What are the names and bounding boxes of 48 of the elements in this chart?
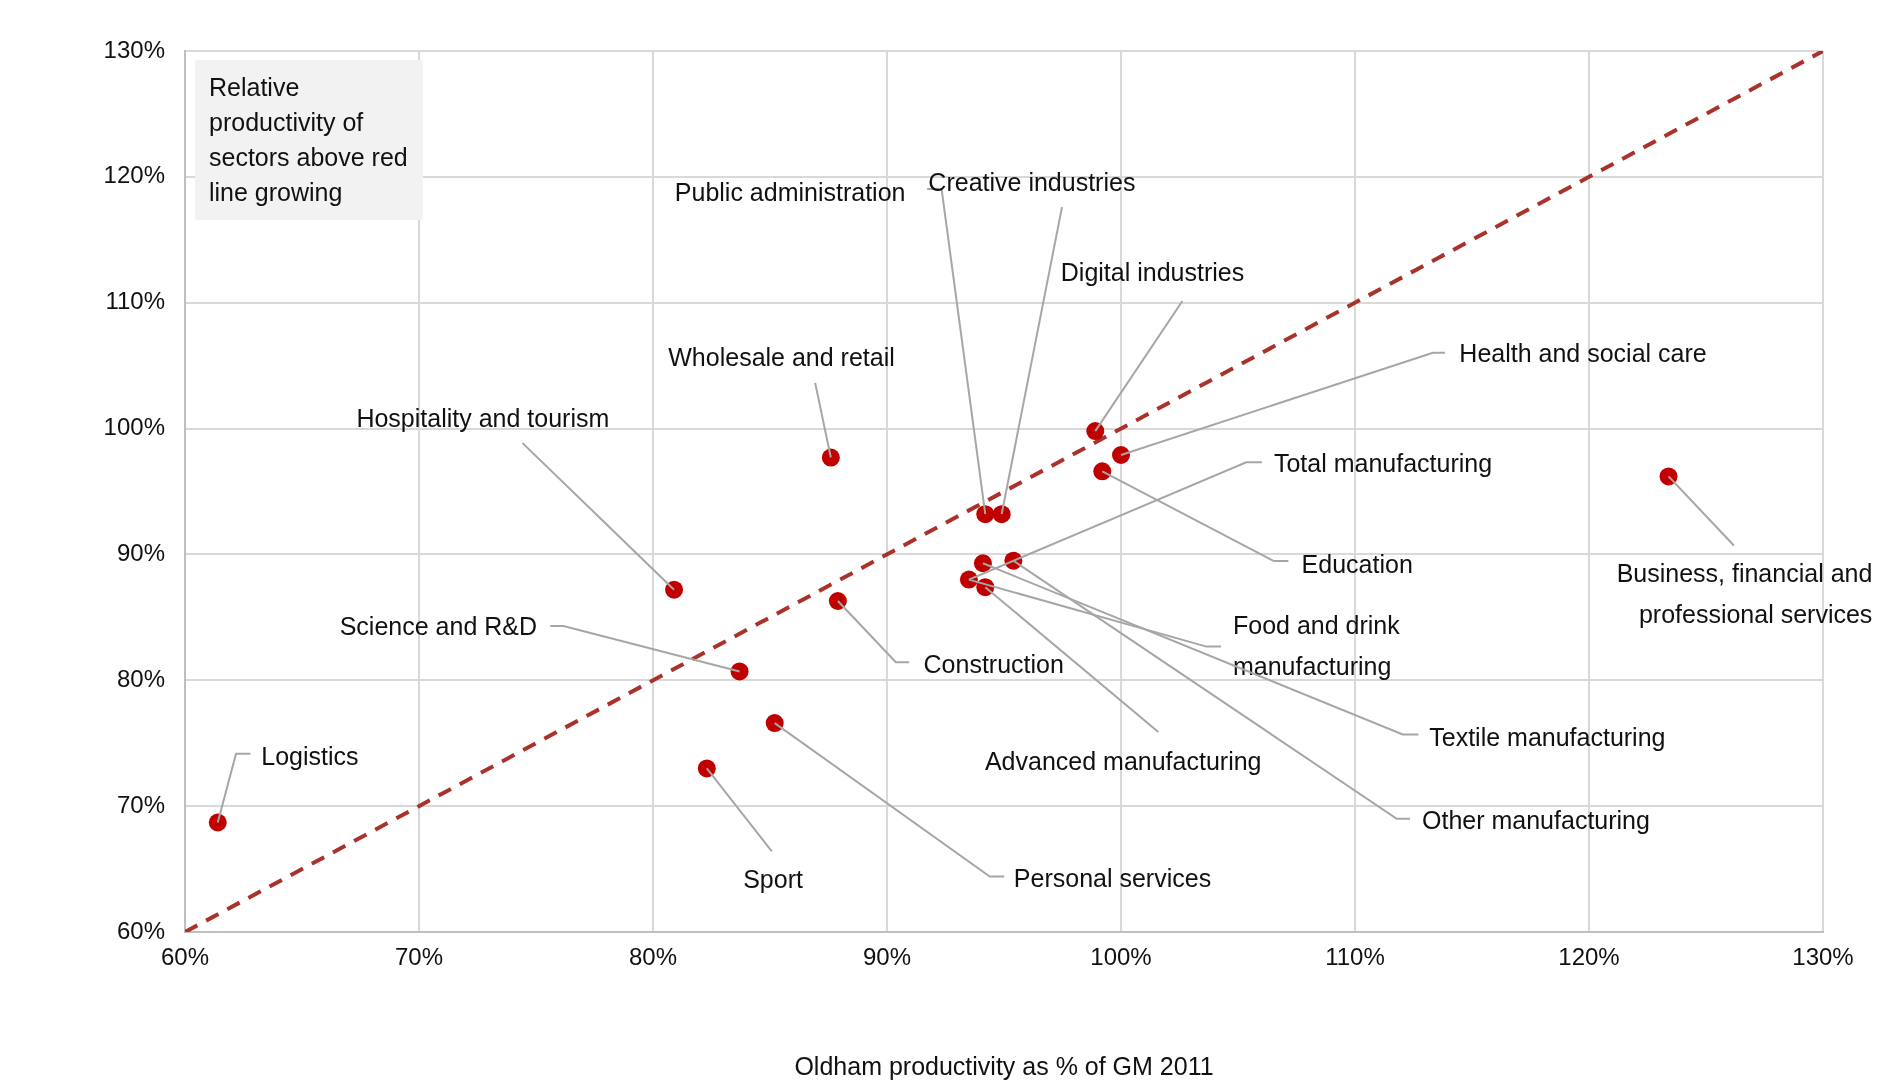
y-tick-label: 90% [116,539,165,567]
annotation: Education [1301,549,1413,578]
point [1086,422,1105,441]
point [973,554,992,573]
annotation: Construction [923,649,1064,678]
annotation: Public administration [674,177,906,206]
annotation: Textile manufacturing [1429,723,1666,752]
point [821,448,840,467]
point [1659,467,1678,486]
x-tick-label: 60% [160,943,210,971]
y-tick-label: 70% [116,790,165,818]
annotation: Food and drink manufacturing [1232,611,1401,681]
y-tick-label: 60% [116,916,165,944]
y-tick-label: 130% [103,35,165,63]
x-tick-label: 130% [1792,943,1854,971]
point [1112,446,1130,464]
annotation: Logistics [261,742,359,771]
annotation: Science and R&D [339,612,538,641]
x-tick-label: 100% [1090,943,1152,971]
annotation: Creative industries [928,168,1136,197]
annotation: Advanced manufacturing [984,747,1262,776]
annotation: Other manufacturing [1422,806,1650,835]
point [992,505,1011,524]
point [665,580,684,599]
annotation: Personal services [1013,864,1212,893]
point [828,592,847,610]
annotation: Relative productivity of sectors above red line growing [195,60,423,220]
x-tick-label: 80% [628,943,678,971]
point [765,714,784,733]
y-tick-label: 100% [103,413,165,441]
x-tick-label: 70% [394,943,444,971]
point [208,813,227,832]
annotation: Hospitality and tourism [356,404,610,433]
x-tick-label: 90% [862,943,912,971]
y-tick-label: 110% [105,287,165,315]
x-tick-label: 120% [1558,943,1620,971]
annotation: Wholesale and retail [668,342,895,371]
point [697,759,716,778]
x-tick-label: 110% [1325,943,1385,971]
x-axis-title: Oldham productivity as % of GM 2011 [794,1051,1214,1080]
y-tick-label: 120% [103,161,165,189]
annotation: Digital industries [1060,258,1245,287]
annotation: Sport [743,865,803,894]
point [730,662,749,681]
y-tick-label: 80% [116,664,165,692]
annotation: Health and social care [1459,339,1707,368]
annotation: Business, financial and professional services [1616,559,1873,629]
annotation: Total manufacturing [1273,448,1493,477]
